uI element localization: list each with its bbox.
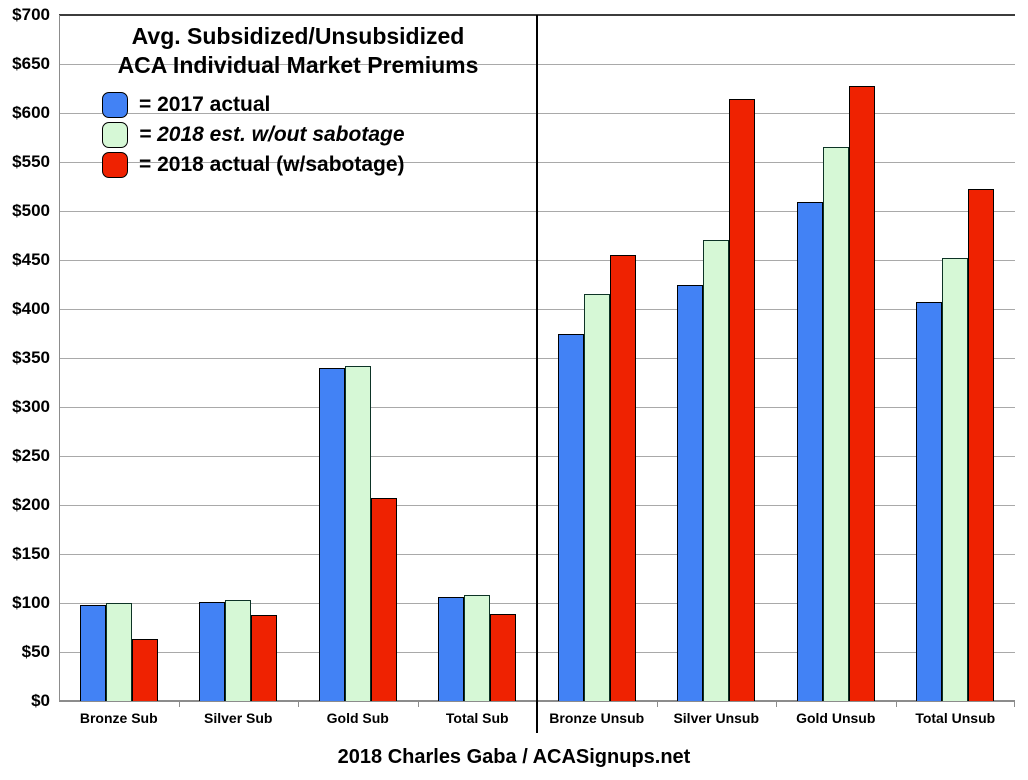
x-category-label: Total Unsub (915, 710, 996, 726)
y-axis-tick-label: $650 (12, 54, 50, 73)
axis-tick (1014, 701, 1015, 707)
bar-bronze-unsub-s1 (583, 294, 610, 701)
x-category-label: Bronze Sub (79, 710, 158, 726)
chart-title: Avg. Subsidized/Unsubsidized ACA Individ… (74, 22, 522, 80)
y-axis-tick-label: $50 (21, 642, 50, 661)
axis-tick (895, 701, 897, 707)
bar-bronze-sub-s1 (105, 603, 132, 701)
y-axis-tick-label: $350 (12, 348, 50, 367)
bar-bronze-unsub-s0 (557, 333, 584, 701)
y-axis-line (59, 15, 60, 701)
bar-bronze-sub-s0 (79, 604, 106, 701)
bar-total-unsub-s2 (968, 189, 995, 701)
x-category-label: Gold Sub (326, 710, 389, 726)
chart-title-line2: ACA Individual Market Premiums (117, 51, 479, 78)
bar-silver-unsub-s1 (703, 240, 730, 701)
x-category-label: Silver Unsub (673, 710, 760, 726)
legend-label: = 2017 actual (139, 93, 271, 116)
bar-total-sub-s2 (490, 613, 517, 701)
bar-bronze-sub-s2 (131, 639, 158, 701)
legend-item-2017-actual: = 2017 actual (102, 90, 405, 120)
bar-total-sub-s0 (438, 597, 465, 701)
bar-silver-sub-s0 (199, 602, 226, 701)
legend: = 2017 actual = 2018 est. w/out sabotage… (102, 90, 405, 180)
legend-item-2018-est: = 2018 est. w/out sabotage (102, 120, 405, 150)
x-category-label: Bronze Unsub (549, 710, 645, 726)
bar-silver-unsub-s0 (677, 285, 704, 701)
bar-gold-sub-s0 (318, 367, 345, 701)
bar-gold-sub-s2 (370, 498, 397, 701)
legend-label: = 2018 est. w/out sabotage (139, 123, 405, 146)
legend-swatch-red (102, 152, 128, 178)
y-axis-tick-label: $250 (12, 446, 50, 465)
bar-total-unsub-s1 (942, 258, 969, 701)
y-axis-tick-label: $700 (12, 5, 50, 24)
sub-unsub-divider-line (536, 15, 538, 733)
y-axis-tick-label: $300 (12, 397, 50, 416)
y-axis-tick-label: $0 (31, 691, 50, 710)
bar-silver-sub-s2 (251, 614, 278, 701)
legend-item-2018-actual: = 2018 actual (w/sabotage) (102, 150, 405, 180)
y-axis-tick-label: $450 (12, 250, 50, 269)
y-axis-tick-label: $150 (12, 544, 50, 563)
bar-total-unsub-s0 (916, 302, 943, 701)
bar-bronze-unsub-s2 (609, 255, 636, 701)
y-axis-tick-label: $100 (12, 593, 50, 612)
y-axis-tick-label: $550 (12, 152, 50, 171)
bar-gold-unsub-s1 (822, 147, 849, 701)
bar-gold-unsub-s2 (848, 85, 875, 701)
plot-area (59, 14, 1015, 707)
bar-gold-sub-s1 (344, 365, 371, 701)
axis-tick (178, 701, 180, 707)
chart-title-line1: Avg. Subsidized/Unsubsidized (131, 23, 465, 49)
bar-silver-unsub-s2 (729, 99, 756, 701)
legend-label: = 2018 actual (w/sabotage) (139, 153, 405, 176)
axis-tick (656, 701, 658, 707)
y-axis-tick-label: $400 (12, 299, 50, 318)
legend-swatch-blue (102, 92, 128, 118)
axis-tick (776, 701, 777, 707)
axis-tick (417, 701, 419, 707)
y-axis-tick-label: $500 (12, 201, 50, 220)
y-axis-tick-label: $200 (12, 495, 50, 514)
y-axis-tick-label: $600 (12, 103, 50, 122)
x-category-label: Gold Unsub (796, 710, 876, 726)
attribution-text: 2018 Charles Gaba / ACASignups.net (337, 746, 691, 768)
axis-tick (298, 701, 299, 707)
x-category-label: Total Sub (445, 710, 509, 726)
x-category-label: Silver Sub (204, 710, 273, 726)
bar-silver-sub-s1 (225, 600, 252, 701)
bar-gold-unsub-s0 (796, 202, 823, 701)
legend-swatch-green (102, 122, 128, 148)
bar-total-sub-s1 (464, 595, 491, 701)
